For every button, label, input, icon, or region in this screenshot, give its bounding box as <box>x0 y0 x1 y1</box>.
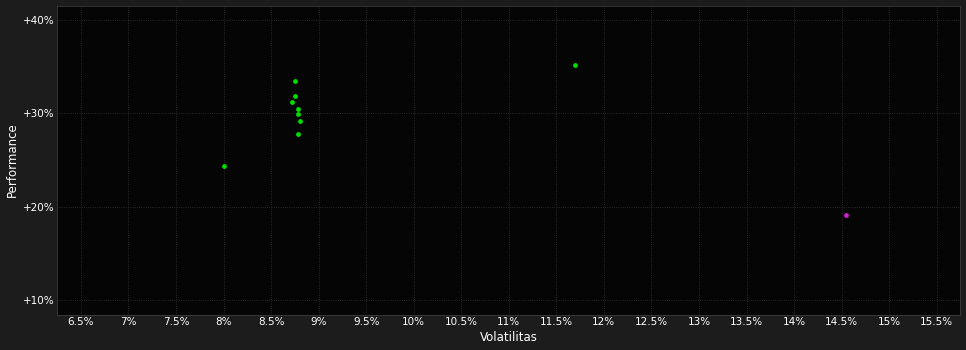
Point <box>287 93 302 99</box>
Y-axis label: Performance: Performance <box>6 122 18 197</box>
Point <box>568 63 583 68</box>
Point <box>290 131 305 136</box>
X-axis label: Volatilitas: Volatilitas <box>480 331 538 344</box>
Point <box>284 99 299 105</box>
Point <box>290 106 305 111</box>
Point <box>215 163 231 168</box>
Point <box>292 118 307 124</box>
Point <box>287 79 302 84</box>
Point <box>290 111 305 117</box>
Point <box>838 212 854 218</box>
